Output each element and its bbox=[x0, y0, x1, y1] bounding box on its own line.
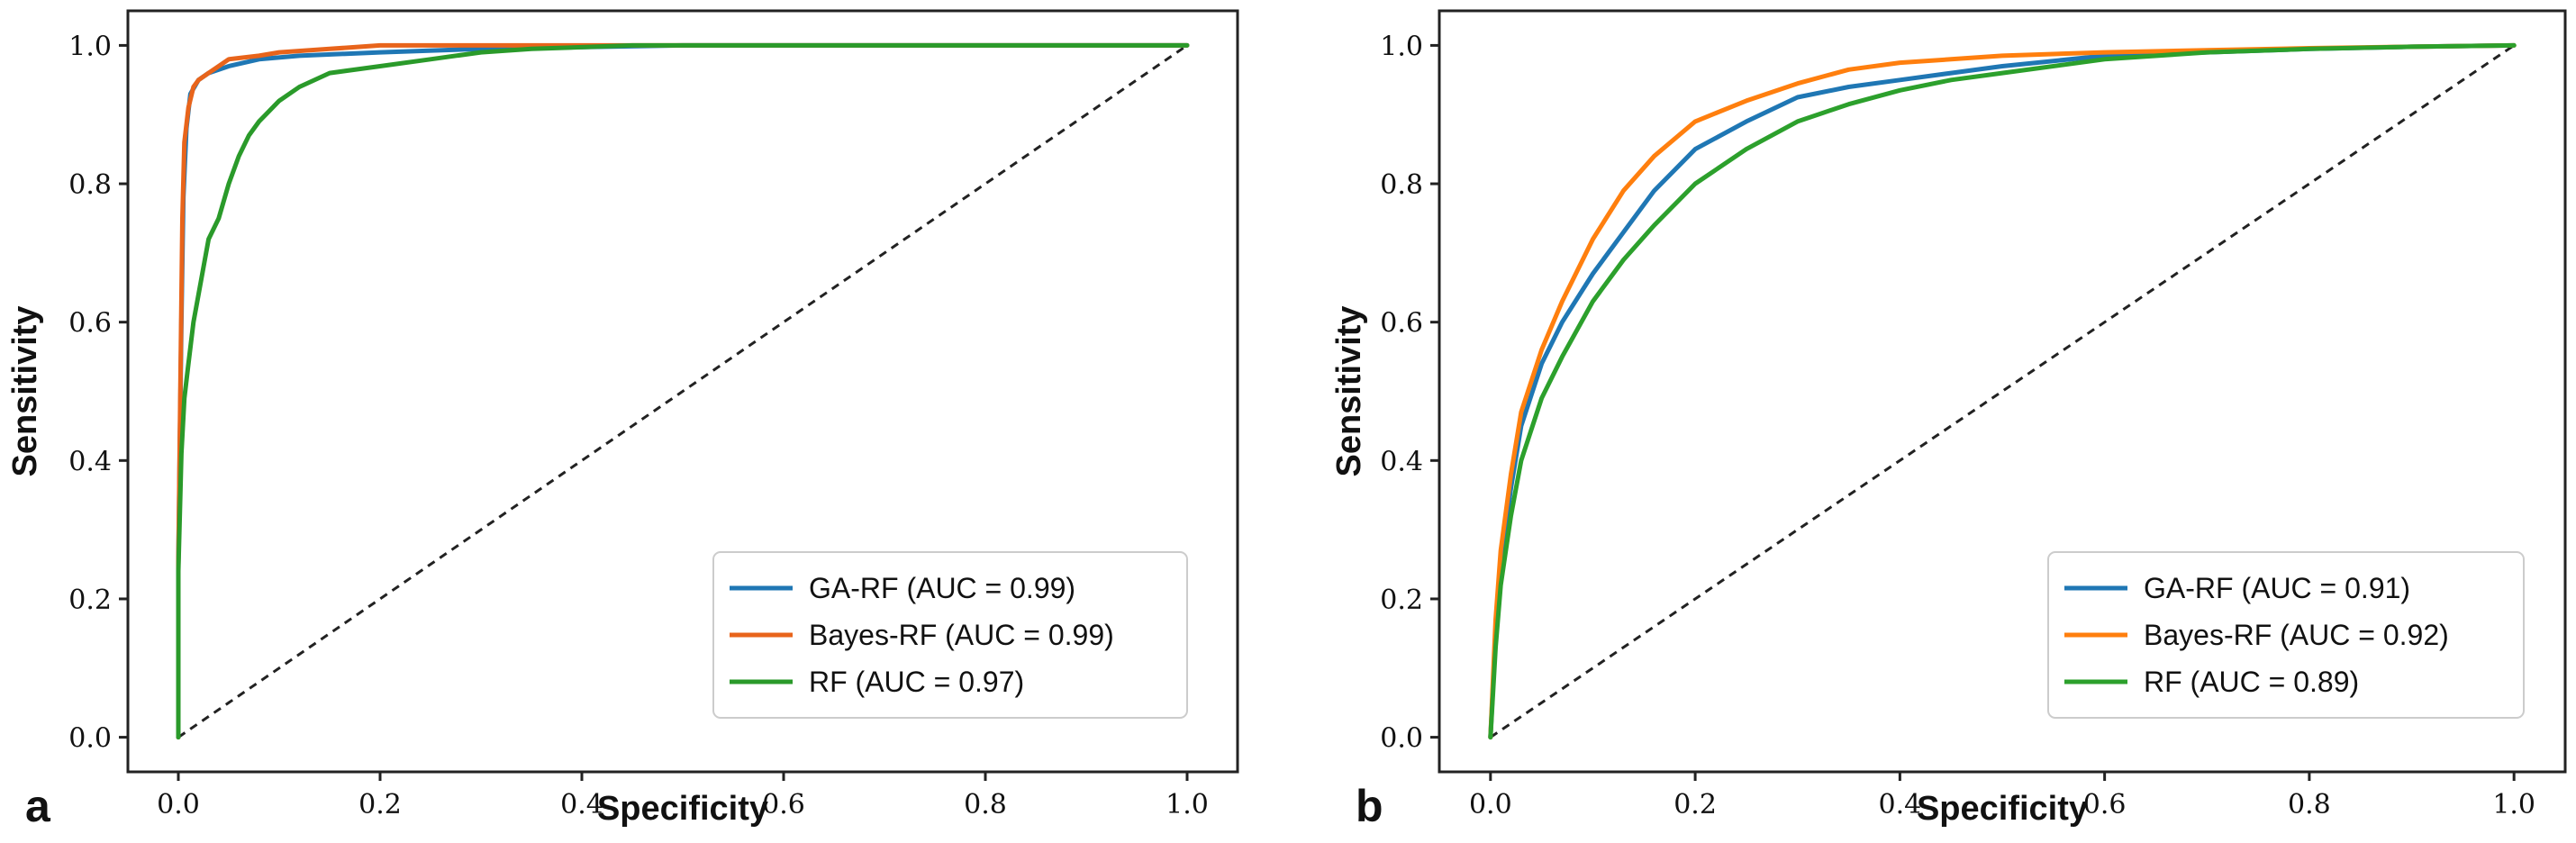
legend: GA-RF (AUC = 0.99) Bayes-RF (AUC = 0.99) R… bbox=[712, 551, 1188, 719]
y-tick-label: 0.6 bbox=[68, 308, 112, 340]
x-tick-label: 1.0 bbox=[1166, 789, 1209, 820]
y-tick-label: 0.0 bbox=[1380, 723, 1423, 755]
roc-curve-bayes-rf bbox=[1488, 42, 2517, 740]
x-tick-label: 0.0 bbox=[1469, 789, 1512, 820]
x-tick-label: 0.8 bbox=[964, 789, 1007, 820]
panel-label: b bbox=[1356, 781, 1383, 831]
x-tick-label: 0.0 bbox=[157, 789, 200, 820]
x-tick-label: 0.4 bbox=[1879, 789, 1922, 820]
legend-entry: RF (AUC = 0.97) bbox=[809, 666, 1024, 698]
x-tick-label: 0.8 bbox=[2288, 789, 2331, 820]
chart-panel-b: 0.0 0.2 0.4 0.6 0.8 1.0 0.0 0.2 0.4 0.6 0.8 1.0 Spec… bbox=[1330, 9, 2567, 831]
chance-diagonal-line bbox=[1489, 44, 2516, 739]
legend-entry: GA-RF (AUC = 0.91) bbox=[2144, 572, 2410, 604]
y-tick-label: 0.6 bbox=[1380, 308, 1423, 340]
x-tick-label: 1.0 bbox=[2492, 789, 2535, 820]
x-axis-title: Specificity bbox=[1917, 790, 2088, 828]
plot-frame bbox=[126, 9, 1239, 774]
x-tick-label: 0.2 bbox=[1673, 789, 1717, 820]
legend-entry: RF (AUC = 0.89) bbox=[2144, 666, 2359, 698]
legend-entry: Bayes-RF (AUC = 0.92) bbox=[2144, 619, 2449, 651]
roc-curve-rf bbox=[1488, 42, 2517, 740]
chance-diagonal-line bbox=[177, 44, 1188, 739]
panel-label: a bbox=[25, 781, 51, 831]
legend-entry: GA-RF (AUC = 0.99) bbox=[809, 572, 1075, 604]
chart-panel-a: 0.0 0.2 0.4 0.6 0.8 1.0 0.0 0.2 0.4 0.6 0.8 1.0 Spec… bbox=[6, 9, 1239, 831]
y-tick-label: 1.0 bbox=[1380, 31, 1423, 62]
x-tick-label: 0.4 bbox=[560, 789, 603, 820]
y-tick-label: 1.0 bbox=[68, 31, 112, 62]
y-tick-label: 0.2 bbox=[1380, 585, 1423, 616]
legend: GA-RF (AUC = 0.91) Bayes-RF (AUC = 0.92) R… bbox=[2047, 551, 2525, 719]
plot-frame bbox=[1438, 9, 2567, 774]
y-axis-title: Sensitivity bbox=[6, 305, 44, 476]
y-tick-label: 0.2 bbox=[68, 585, 112, 616]
legend-box bbox=[2047, 551, 2525, 719]
x-tick-label: 0.6 bbox=[2083, 789, 2127, 820]
x-axis-title: Specificity bbox=[597, 790, 768, 828]
y-tick-label: 0.8 bbox=[68, 169, 112, 201]
legend-entry: Bayes-RF (AUC = 0.99) bbox=[809, 619, 1114, 651]
y-tick-label: 0.0 bbox=[68, 723, 112, 755]
x-tick-label: 0.6 bbox=[762, 789, 805, 820]
y-axis-title: Sensitivity bbox=[1330, 305, 1368, 476]
y-tick-label: 0.4 bbox=[68, 446, 112, 477]
legend-box bbox=[712, 551, 1188, 719]
y-tick-label: 0.4 bbox=[1380, 446, 1423, 477]
y-tick-label: 0.8 bbox=[1380, 169, 1423, 201]
x-tick-label: 0.2 bbox=[358, 789, 402, 820]
roc-curve-bayes-rf bbox=[176, 42, 1190, 740]
roc-curve-rf bbox=[176, 42, 1190, 740]
